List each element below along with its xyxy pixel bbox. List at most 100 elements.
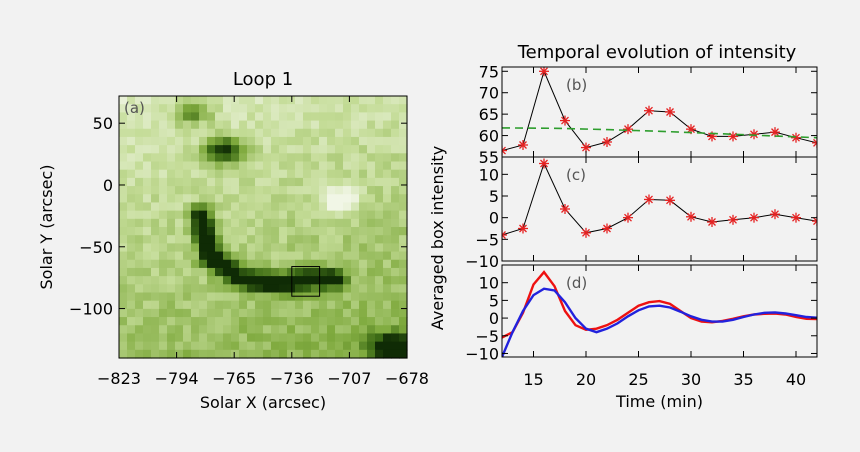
heatmap-cell bbox=[247, 120, 256, 130]
heatmap-cell bbox=[359, 308, 368, 318]
heatmap-cell bbox=[135, 267, 144, 277]
heatmap-cell bbox=[263, 341, 272, 351]
heatmap-cell bbox=[143, 145, 152, 154]
heatmap-cell bbox=[279, 104, 288, 113]
heatmap-cell bbox=[279, 317, 288, 326]
heatmap-cell bbox=[287, 202, 296, 212]
heatmap-cell bbox=[191, 243, 200, 253]
heatmap-cell bbox=[191, 325, 200, 335]
panel-label-b: (b) bbox=[566, 76, 587, 94]
heatmap-cell bbox=[223, 104, 232, 113]
heatmap-cell bbox=[207, 96, 216, 105]
heatmap-cell bbox=[247, 202, 256, 212]
heatmap-cell bbox=[279, 251, 288, 261]
heatmap-cell bbox=[231, 333, 240, 343]
heatmap-cell bbox=[183, 227, 192, 236]
heatmap-cell bbox=[319, 169, 328, 179]
heatmap-cell bbox=[367, 202, 376, 212]
heatmap-cell bbox=[175, 96, 184, 105]
heatmap-cell bbox=[119, 317, 128, 326]
heatmap-cell bbox=[335, 259, 344, 269]
heatmap-cell bbox=[343, 153, 352, 163]
heatmap-cell bbox=[263, 276, 272, 285]
heatmap-cell bbox=[311, 259, 320, 269]
heatmap-cell bbox=[143, 349, 152, 359]
heatmap-cell bbox=[255, 128, 264, 138]
heatmap-cell bbox=[399, 333, 408, 343]
heatmap-cell bbox=[279, 284, 288, 294]
heatmap-cell bbox=[143, 325, 152, 335]
heatmap-cell bbox=[231, 194, 240, 204]
time-x-tick-label: 40 bbox=[786, 370, 806, 389]
heatmap-cell bbox=[391, 194, 400, 204]
heatmap-cell bbox=[159, 104, 168, 113]
heatmap-cell bbox=[159, 177, 168, 187]
heatmap-cell bbox=[343, 349, 352, 359]
heatmap-cell bbox=[183, 284, 192, 294]
heatmap-cell bbox=[279, 235, 288, 244]
heatmap-cell bbox=[247, 276, 256, 285]
heatmap-cell bbox=[239, 186, 248, 195]
heatmap-cell bbox=[383, 104, 392, 113]
star-stroke bbox=[666, 196, 674, 205]
heatmap-cell bbox=[327, 243, 336, 253]
heatmap-cell bbox=[271, 243, 280, 253]
heatmap-cell bbox=[263, 218, 272, 228]
heatmap-cell bbox=[367, 186, 376, 195]
heatmap-cell bbox=[279, 153, 288, 163]
heatmap-cell bbox=[367, 284, 376, 294]
heatmap-cell bbox=[119, 169, 128, 179]
heatmap-cell bbox=[343, 267, 352, 277]
heatmap-cell bbox=[367, 218, 376, 228]
heatmap-cell bbox=[207, 136, 216, 146]
heatmap-cell bbox=[135, 96, 144, 105]
heatmap-cell bbox=[279, 300, 288, 310]
heatmap-cell bbox=[335, 227, 344, 236]
heatmap-cell bbox=[311, 243, 320, 253]
heatmap-cell bbox=[231, 210, 240, 220]
data-point-star bbox=[791, 212, 801, 223]
heatmap-cell bbox=[327, 325, 336, 335]
star-stroke bbox=[792, 133, 800, 142]
heatmap-cell bbox=[271, 136, 280, 146]
heatmap-cell bbox=[167, 317, 176, 326]
heatmap-cell bbox=[263, 120, 272, 130]
heatmap-cell bbox=[391, 251, 400, 261]
heatmap-cell bbox=[199, 145, 208, 154]
heatmap-cell bbox=[175, 325, 184, 335]
heatmap-cell bbox=[367, 276, 376, 285]
heatmap-cell bbox=[215, 104, 224, 113]
heatmap-cell bbox=[359, 96, 368, 105]
heatmap-cell bbox=[311, 317, 320, 326]
heatmap-cell bbox=[263, 194, 272, 204]
heatmap-cell bbox=[303, 218, 312, 228]
heatmap-cell bbox=[367, 177, 376, 187]
heatmap-cell bbox=[127, 259, 136, 269]
heatmap-cell bbox=[319, 235, 328, 244]
heatmap-cell bbox=[399, 194, 408, 204]
heatmap-cell bbox=[151, 308, 160, 318]
heatmap-cell bbox=[327, 169, 336, 179]
heatmap-title: Loop 1 bbox=[233, 69, 293, 90]
heatmap-cell bbox=[231, 112, 240, 122]
heatmap-cell bbox=[311, 235, 320, 244]
data-point-star bbox=[560, 204, 570, 214]
heatmap-cell bbox=[175, 267, 184, 277]
heatmap-cell bbox=[319, 267, 328, 277]
heatmap-cell bbox=[375, 186, 384, 195]
heatmap-cell bbox=[263, 317, 272, 326]
heatmap-cell bbox=[175, 308, 184, 318]
heatmap-cell bbox=[223, 251, 232, 261]
star-stroke bbox=[645, 195, 653, 204]
heatmap-cell bbox=[375, 325, 384, 335]
heatmap-cell bbox=[239, 202, 248, 212]
heatmap-cell bbox=[351, 104, 360, 113]
heatmap-cell bbox=[135, 186, 144, 195]
heatmap-cell bbox=[175, 259, 184, 269]
heatmap-cell bbox=[199, 161, 208, 171]
heatmap-cell bbox=[303, 169, 312, 179]
heatmap-cell bbox=[343, 202, 352, 212]
heatmap-cell bbox=[151, 120, 160, 130]
heatmap-cell bbox=[391, 227, 400, 236]
heatmap-cell bbox=[287, 218, 296, 228]
